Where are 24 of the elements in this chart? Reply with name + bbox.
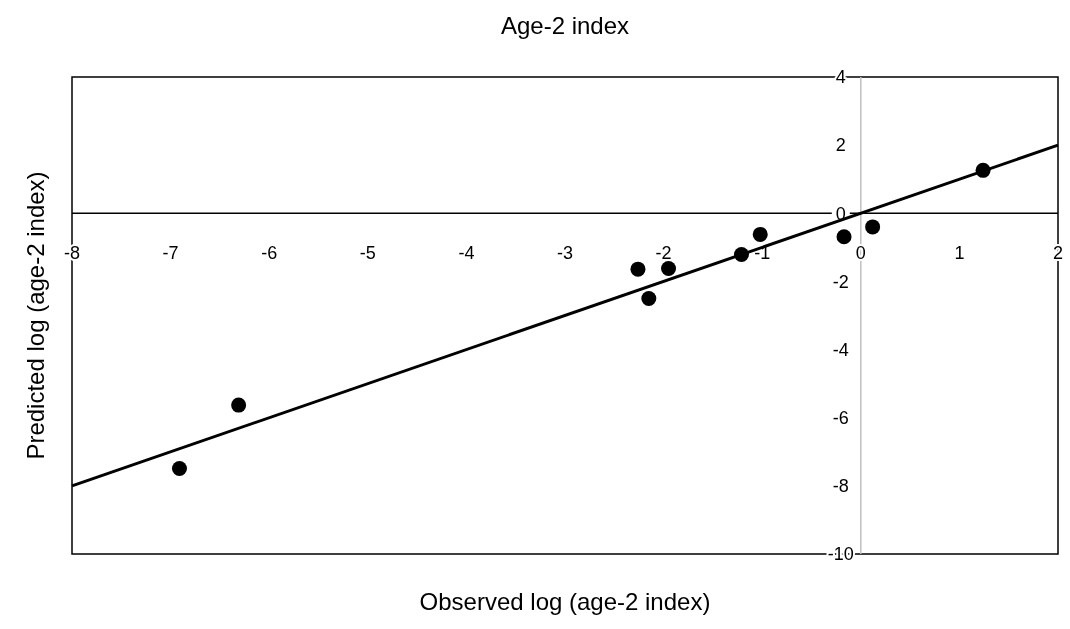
x-tick-label: -7 bbox=[162, 243, 179, 264]
y-tick-label: -8 bbox=[832, 476, 849, 497]
x-tick-label: -4 bbox=[458, 243, 475, 264]
y-tick-label: 2 bbox=[835, 135, 846, 156]
y-axis-title: Predicted log (age-2 index) bbox=[22, 171, 49, 460]
point bbox=[231, 397, 247, 413]
point bbox=[865, 219, 881, 235]
x-tick-label: -6 bbox=[261, 243, 278, 264]
point bbox=[641, 290, 657, 306]
y-tick-label: -4 bbox=[832, 339, 849, 360]
y-tick-label: -2 bbox=[832, 271, 849, 292]
point bbox=[752, 226, 768, 242]
x-axis-title: Observed log (age-2 index) bbox=[419, 588, 711, 615]
point bbox=[630, 261, 646, 277]
y-tick-label: -6 bbox=[832, 408, 849, 429]
x-tick-label: -2 bbox=[655, 243, 672, 264]
point bbox=[661, 260, 677, 276]
x-tick-label: 0 bbox=[855, 243, 866, 264]
x-tick-label: 1 bbox=[954, 243, 965, 264]
point bbox=[171, 460, 187, 476]
x-tick-label: -3 bbox=[556, 243, 574, 264]
x-tick-label: -5 bbox=[359, 243, 376, 264]
chart-title: Age-2 index bbox=[500, 12, 630, 39]
point bbox=[836, 229, 852, 245]
